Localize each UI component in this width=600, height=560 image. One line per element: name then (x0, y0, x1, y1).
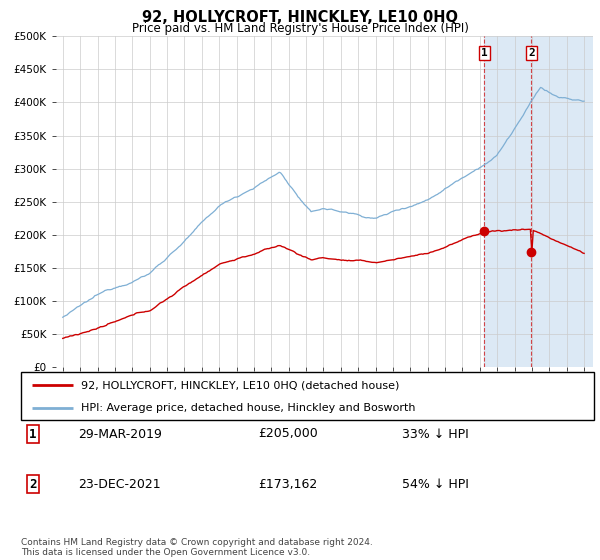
Text: 92, HOLLYCROFT, HINCKLEY, LE10 0HQ: 92, HOLLYCROFT, HINCKLEY, LE10 0HQ (142, 10, 458, 25)
Text: 23-DEC-2021: 23-DEC-2021 (78, 478, 161, 491)
Text: 33% ↓ HPI: 33% ↓ HPI (402, 427, 469, 441)
Text: Price paid vs. HM Land Registry's House Price Index (HPI): Price paid vs. HM Land Registry's House … (131, 22, 469, 35)
Text: 92, HOLLYCROFT, HINCKLEY, LE10 0HQ (detached house): 92, HOLLYCROFT, HINCKLEY, LE10 0HQ (deta… (81, 380, 400, 390)
Text: 1: 1 (29, 427, 37, 441)
Text: Contains HM Land Registry data © Crown copyright and database right 2024.
This d: Contains HM Land Registry data © Crown c… (21, 538, 373, 557)
Text: 2: 2 (528, 48, 535, 58)
Text: £205,000: £205,000 (258, 427, 318, 441)
Text: 29-MAR-2019: 29-MAR-2019 (78, 427, 162, 441)
FancyBboxPatch shape (21, 372, 594, 420)
Text: 54% ↓ HPI: 54% ↓ HPI (402, 478, 469, 491)
Text: HPI: Average price, detached house, Hinckley and Bosworth: HPI: Average price, detached house, Hinc… (81, 403, 416, 413)
Text: 2: 2 (29, 478, 37, 491)
Bar (484, 36, 593, 367)
Text: 1: 1 (481, 48, 488, 58)
Text: £173,162: £173,162 (258, 478, 317, 491)
